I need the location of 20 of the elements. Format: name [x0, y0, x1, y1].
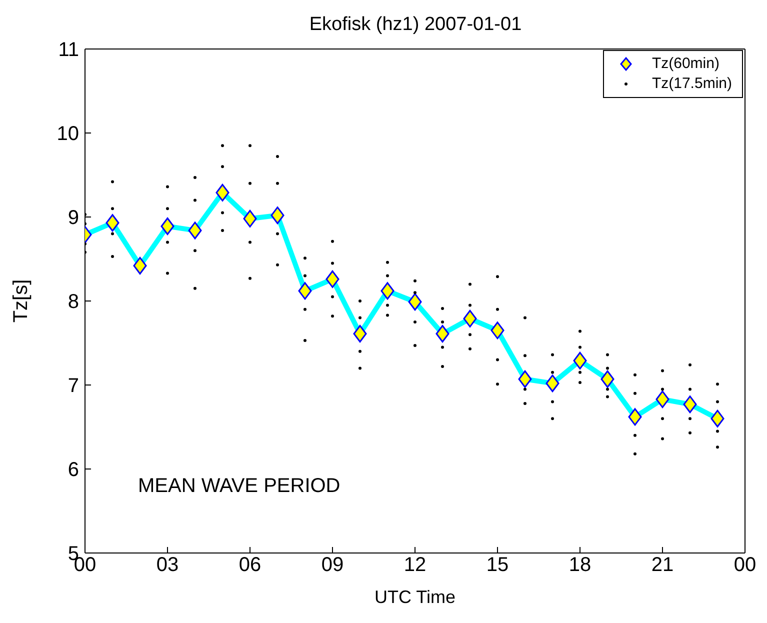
- x-axis-title: UTC Time: [374, 587, 456, 607]
- legend-label: Tz(17.5min): [652, 74, 732, 94]
- x-tick-label: 15: [486, 554, 509, 576]
- x-tick-label: 09: [321, 554, 344, 576]
- y-tick-label: 7: [68, 375, 79, 398]
- chart-title: Ekofisk (hz1) 2007-01-01: [308, 14, 523, 36]
- x-tick-label: 18: [568, 554, 592, 576]
- y-tick-label: 6: [68, 459, 79, 482]
- y-tick-label: 11: [58, 39, 79, 62]
- y-tick-label: 8: [68, 291, 79, 314]
- x-tick-label: 03: [156, 554, 179, 576]
- legend-label: Tz(60min): [652, 54, 720, 74]
- x-tick-label: 06: [238, 554, 262, 576]
- x-tick-label: 12: [404, 554, 426, 576]
- x-tick-label: 00: [734, 554, 756, 576]
- y-tick-label: 9: [68, 207, 79, 230]
- annotation: MEAN WAVE PERIOD: [138, 475, 340, 498]
- y-axis-title: Tz[s]: [10, 279, 32, 323]
- y-tick-label: 10: [56, 123, 79, 146]
- x-tick-label: 21: [651, 554, 674, 576]
